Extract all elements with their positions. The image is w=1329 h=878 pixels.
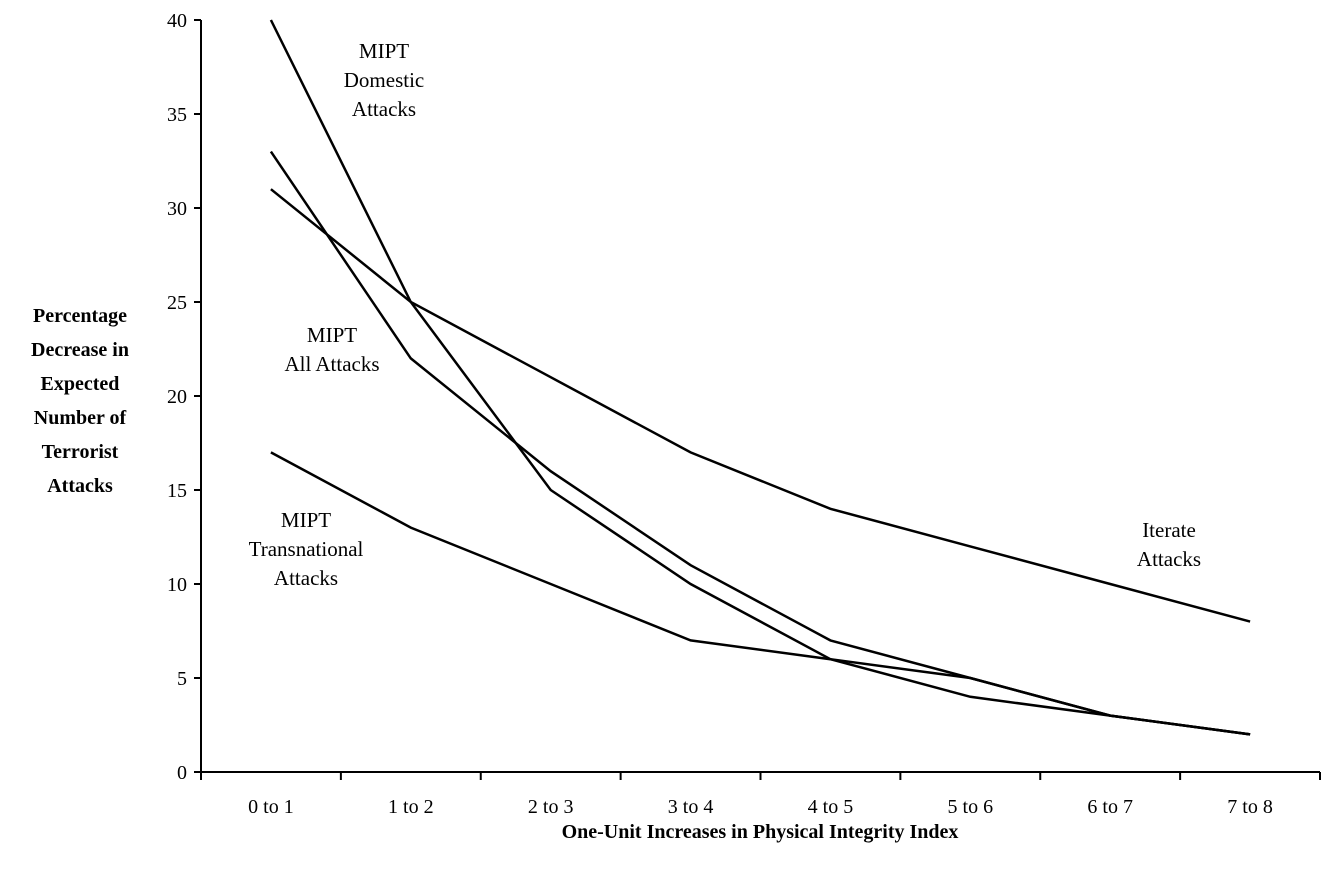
y-axis-title: Percentage Decrease in Expected Number of Te… <box>31 305 129 497</box>
x-tick-label: 4 to 5 <box>808 796 854 818</box>
y-axis-title-line: Attacks <box>47 475 113 497</box>
series-annotation-2: MIPT All Attacks <box>284 323 379 376</box>
annotation-line: MIPT <box>307 323 357 347</box>
x-tick-label: 6 to 7 <box>1087 796 1133 818</box>
axes <box>200 20 1320 773</box>
annotation-line: Attacks <box>352 97 416 121</box>
series-lines <box>269 19 1251 736</box>
y-axis-title-line: Expected <box>41 373 120 395</box>
series-line-1 <box>269 19 1251 736</box>
series-annotation-1: MIPT Domestic Attacks <box>344 39 424 121</box>
x-tick-label: 7 to 8 <box>1227 796 1273 818</box>
x-tick-label: 2 to 3 <box>528 796 574 818</box>
x-tick-label: 5 to 6 <box>948 796 994 818</box>
x-tick-label: 0 to 1 <box>248 796 294 818</box>
annotation-line: MIPT <box>281 508 331 532</box>
annotation-line: Attacks <box>274 566 338 590</box>
x-tick-label: 1 to 2 <box>388 796 434 818</box>
y-axis-title-line: Terrorist <box>42 441 119 463</box>
y-tick-label: 35 <box>167 104 187 126</box>
y-tick-label: 15 <box>167 480 187 502</box>
series-annotations: MIPT Domestic Attacks MIPT All Attacks MIPT Tr… <box>249 39 1201 590</box>
y-axis-title-line: Decrease in <box>31 339 129 361</box>
x-tick-label: 3 to 4 <box>668 796 714 818</box>
y-tick-label: 0 <box>177 762 187 784</box>
series-annotation-4: Iterate Attacks <box>1137 518 1201 571</box>
y-tick-label: 30 <box>167 198 187 220</box>
y-axis-title-line: Number of <box>34 407 127 429</box>
y-tick-label: 10 <box>167 574 187 596</box>
x-ticks: 0 to 1 1 to 2 2 to 3 3 to 4 4 to 5 5 to 6 6 to… <box>200 772 1321 818</box>
annotation-line: Attacks <box>1137 547 1201 571</box>
annotation-line: Iterate <box>1142 518 1196 542</box>
y-ticks: 0 5 10 15 20 25 30 35 40 <box>167 10 201 784</box>
series-line-3 <box>270 188 1251 623</box>
y-tick-label: 40 <box>167 10 187 32</box>
annotation-line: All Attacks <box>284 352 379 376</box>
series-line-2 <box>269 150 1251 736</box>
annotation-line: Domestic <box>344 68 424 92</box>
series-annotation-3: MIPT Transnational Attacks <box>249 508 364 590</box>
y-tick-label: 20 <box>167 386 187 408</box>
y-axis-title-text: Percentage Decrease in Expected Number of Te… <box>31 305 129 497</box>
y-axis-title-line: Percentage <box>33 305 127 327</box>
series-line-4 <box>270 451 1251 736</box>
y-tick-label: 25 <box>167 292 187 314</box>
annotation-line: MIPT <box>359 39 409 63</box>
annotation-line: Transnational <box>249 537 364 561</box>
x-axis-title: One-Unit Increases in Physical Integrity… <box>562 821 959 843</box>
y-tick-label: 5 <box>177 668 187 690</box>
